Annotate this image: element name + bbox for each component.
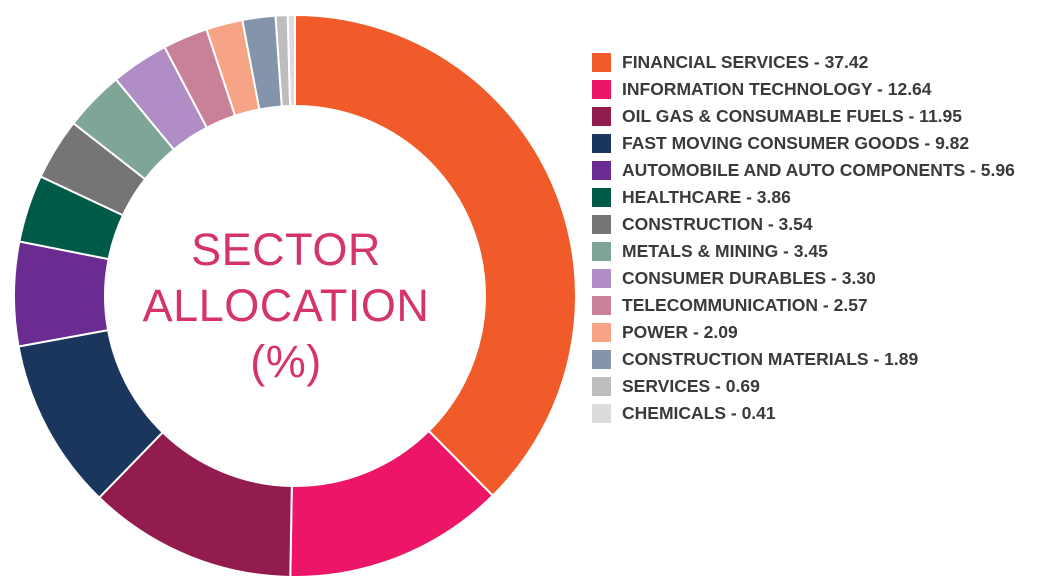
legend-item-2: INFORMATION TECHNOLOGY - 12.64 [592,76,1037,103]
donut-chart [13,13,577,578]
legend-swatch [592,242,611,261]
chart-title: SECTOR ALLOCATION (%) [110,222,462,390]
legend-swatch [592,107,611,126]
legend-item-4: FAST MOVING CONSUMER GOODS - 9.82 [592,130,1037,157]
legend-item-10: TELECOMMUNICATION - 2.57 [592,292,1037,319]
legend-swatch [592,296,611,315]
legend-label: METALS & MINING - 3.45 [622,241,828,261]
legend-swatch [592,215,611,234]
chart-title-line-3: (%) [250,336,322,387]
legend-swatch [592,80,611,99]
legend-label: CONSTRUCTION - 3.54 [622,214,813,234]
legend-item-14: CHEMICALS - 0.41 [592,400,1037,427]
donut-slice-14 [286,13,296,108]
chart-title-line-1: SECTOR [191,224,381,275]
legend-item-6: HEALTHCARE - 3.86 [592,184,1037,211]
legend-swatch [592,161,611,180]
legend-label: FINANCIAL SERVICES - 37.42 [622,52,869,72]
legend-label: SERVICES - 0.69 [622,376,760,396]
legend-label: CONSTRUCTION MATERIALS - 1.89 [622,349,919,369]
chart-title-line-2: ALLOCATION [142,280,430,331]
legend-swatch [592,377,611,396]
legend-swatch [592,134,611,153]
legend-label: CHEMICALS - 0.41 [622,403,776,423]
legend-item-1: FINANCIAL SERVICES - 37.42 [592,49,1037,76]
legend-swatch [592,53,611,72]
legend-item-12: CONSTRUCTION MATERIALS - 1.89 [592,346,1037,373]
legend-swatch [592,350,611,369]
legend-item-13: SERVICES - 0.69 [592,373,1037,400]
legend-item-5: AUTOMOBILE AND AUTO COMPONENTS - 5.96 [592,157,1037,184]
legend-label: OIL GAS & CONSUMABLE FUELS - 11.95 [622,106,963,126]
legend-label: FAST MOVING CONSUMER GOODS - 9.82 [622,133,970,153]
legend-item-8: METALS & MINING - 3.45 [592,238,1037,265]
legend-label: TELECOMMUNICATION - 2.57 [622,295,868,315]
legend-swatch [592,323,611,342]
legend-item-3: OIL GAS & CONSUMABLE FUELS - 11.95 [592,103,1037,130]
legend-item-11: POWER - 2.09 [592,319,1037,346]
donut-slice-1 [294,13,577,498]
legend-swatch [592,404,611,423]
legend-label: POWER - 2.09 [622,322,738,342]
legend-label: HEALTHCARE - 3.86 [622,187,791,207]
legend-label: AUTOMOBILE AND AUTO COMPONENTS - 5.96 [622,160,1015,180]
legend-swatch [592,188,611,207]
legend-item-9: CONSUMER DURABLES - 3.30 [592,265,1037,292]
chart-legend: FINANCIAL SERVICES - 37.42 INFORMATION TE… [592,49,1037,427]
legend-label: CONSUMER DURABLES - 3.30 [622,268,876,288]
legend-swatch [592,269,611,288]
legend-label: INFORMATION TECHNOLOGY - 12.64 [622,79,932,99]
legend-item-7: CONSTRUCTION - 3.54 [592,211,1037,238]
